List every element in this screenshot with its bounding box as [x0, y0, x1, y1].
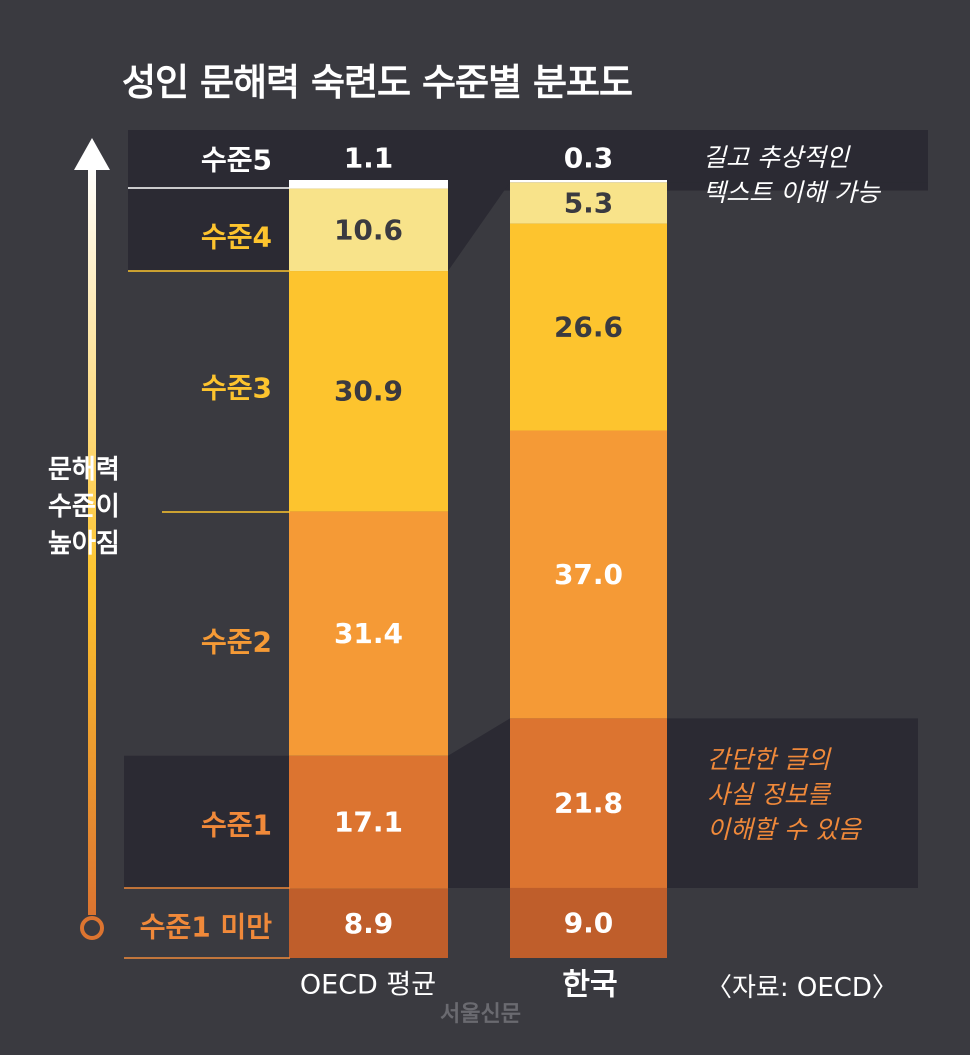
value-label: 5.3 — [564, 186, 614, 219]
panel-level1-left — [124, 755, 289, 889]
note-bottom-line-3: 이해할 수 있음 — [707, 815, 861, 844]
bar-segment-oecd-level5 — [289, 180, 448, 189]
panel-level4-left — [128, 188, 290, 272]
panel-level4-right — [448, 182, 928, 272]
value-label: 31.4 — [334, 617, 403, 650]
note-bottom-line-2: 사실 정보를 — [707, 780, 830, 809]
bar-segment-oecd-level3 — [289, 271, 448, 512]
value-label: 10.6 — [334, 213, 403, 246]
axis-origin-circle — [80, 916, 104, 940]
bar-segment-korea-level2 — [510, 430, 667, 719]
bar-segment-oecd-below1 — [289, 888, 448, 958]
bar-segment-korea-below1 — [510, 887, 667, 958]
value-label: 26.6 — [554, 311, 623, 344]
chart-title: 성인 문해력 숙련도 수준별 분포도 — [122, 61, 633, 104]
value-label: 1.1 — [344, 142, 394, 175]
level-label: 수준3 — [201, 372, 272, 405]
note-bottom: 간단한 글의 사실 정보를 이해할 수 있음 — [707, 742, 861, 847]
value-label: 37.0 — [554, 558, 623, 591]
level-label: 수준2 — [201, 626, 272, 659]
bar-segment-korea-level1 — [510, 718, 667, 888]
bar-segment-oecd-level1 — [289, 755, 448, 889]
axis-arrow-head — [74, 138, 110, 170]
value-label: 8.9 — [344, 907, 394, 940]
level-label: 수준5 — [201, 144, 272, 177]
level-label: 수준4 — [201, 221, 272, 254]
value-label: 21.8 — [554, 787, 623, 820]
value-label: 30.9 — [334, 375, 403, 408]
y-axis-label-line-2: 수준이 — [48, 492, 120, 522]
y-axis-label: 문해력 수준이 높아짐 — [48, 452, 140, 563]
bar-segment-korea-level3 — [510, 223, 667, 431]
bar-segment-korea-level5 — [510, 180, 667, 183]
y-axis-label-line-3: 높아짐 — [48, 529, 120, 559]
level-label: 수준1 미만 — [140, 911, 273, 944]
source-label: 〈자료: OECD〉 — [706, 973, 898, 1003]
bar-segment-korea-level4 — [510, 182, 667, 224]
note-top-line-1: 길고 추상적인 — [703, 143, 849, 172]
category-label-oecd: OECD 평균 — [300, 970, 436, 1001]
note-bottom-line-1: 간단한 글의 — [707, 745, 830, 774]
y-axis-label-line-1: 문해력 — [48, 455, 120, 485]
level-label: 수준1 — [201, 809, 272, 842]
watermark: 서울신문 — [440, 1002, 521, 1027]
value-label: 0.3 — [564, 142, 614, 175]
category-label-korea: 한국 — [562, 968, 617, 1003]
value-label: 17.1 — [334, 806, 403, 839]
value-label: 9.0 — [564, 906, 614, 939]
axis-arrow-shaft — [88, 165, 96, 915]
bar-segment-oecd-level2 — [289, 511, 448, 756]
note-top-line-2: 텍스트 이해 가능 — [703, 178, 880, 207]
bar-segment-oecd-level4 — [289, 188, 448, 272]
note-top: 길고 추상적인 텍스트 이해 가능 — [703, 140, 880, 210]
